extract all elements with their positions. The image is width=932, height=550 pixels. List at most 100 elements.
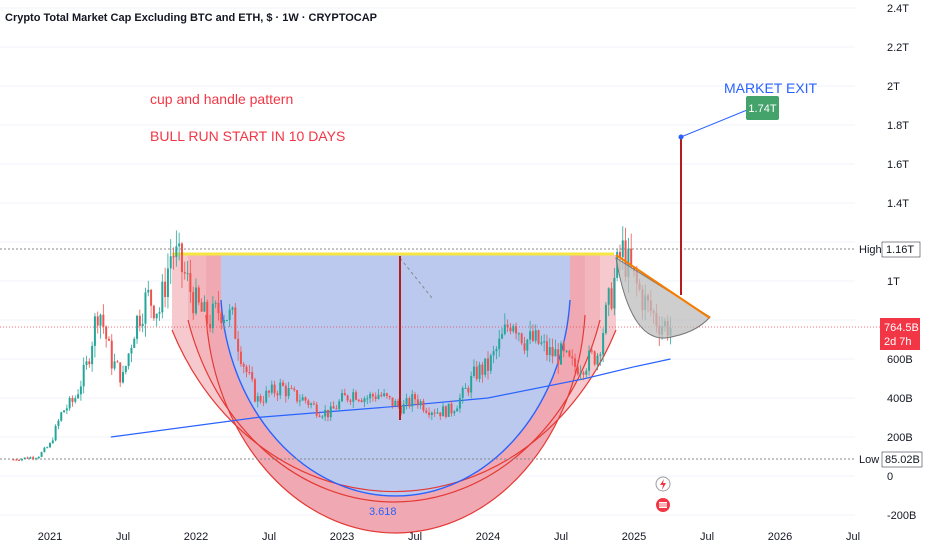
- candle-body: [374, 396, 377, 399]
- svg-text:85.02B: 85.02B: [885, 454, 920, 466]
- price-scale[interactable]: 2.4T 2.2T 2T 1.8T 1.6T 1.4T 1T 600B 400B 200B 0 -20…: [887, 3, 916, 522]
- time-scale[interactable]: 2021 Jul 2022 Jul 2023 Jul 2024 Jul 2025 Jul 2026 J…: [38, 531, 860, 543]
- lightning-icon[interactable]: [655, 476, 671, 492]
- candle-body: [293, 388, 296, 391]
- candle-body: [12, 459, 15, 461]
- candle-body: [590, 350, 593, 352]
- candle-body: [99, 314, 102, 326]
- candle-body: [630, 248, 633, 267]
- candle-body: [273, 384, 276, 394]
- x-tick-label: 2026: [768, 531, 792, 543]
- candle-body: [607, 288, 610, 305]
- y-tick-label: -200B: [887, 510, 916, 522]
- candle-body: [453, 411, 456, 414]
- target-badge[interactable]: 1.74T: [746, 96, 779, 120]
- candle-body: [133, 338, 136, 348]
- candle-body: [192, 292, 195, 314]
- candle-body: [430, 412, 433, 416]
- candle-body: [220, 313, 223, 324]
- candle-body: [618, 251, 621, 258]
- candle-body: [144, 292, 147, 324]
- candle-body: [371, 394, 374, 397]
- candle-body: [68, 397, 71, 409]
- candle-body: [492, 351, 495, 356]
- candle-body: [304, 397, 307, 401]
- candle-body: [531, 331, 534, 341]
- candle-body: [545, 341, 548, 355]
- fib-arc-inner-stroke: [205, 314, 586, 534]
- candle-body: [186, 273, 189, 275]
- candle-body: [621, 240, 624, 258]
- candle-body: [318, 415, 321, 417]
- bull-run-label: BULL RUN START IN 10 DAYS: [150, 128, 345, 144]
- candle-body: [116, 361, 119, 363]
- candle-body: [26, 457, 29, 459]
- candle-body: [467, 387, 470, 393]
- candle-body: [540, 342, 543, 344]
- candle-body: [512, 326, 515, 332]
- candle-body: [447, 403, 450, 417]
- candle-body: [571, 356, 574, 359]
- candle-body: [312, 403, 315, 405]
- x-tick-label: Jul: [116, 531, 130, 543]
- candle-body: [253, 379, 256, 402]
- handle-trendline: [615, 254, 711, 319]
- candle-body: [43, 447, 46, 453]
- candle-body: [576, 366, 579, 375]
- helper-dashed-line: [399, 257, 433, 299]
- x-tick-label: 2025: [622, 531, 646, 543]
- y-tick-label: 1.8T: [887, 120, 909, 132]
- candle-body: [290, 388, 293, 390]
- candle-body: [88, 361, 91, 365]
- candle-body: [487, 358, 489, 371]
- candle-body: [63, 410, 66, 413]
- current-price-tag: 764.5B 2d 7h: [880, 318, 920, 350]
- candle-body: [391, 397, 394, 406]
- candle-body: [534, 330, 537, 341]
- candle-body: [436, 412, 439, 414]
- candle-body: [65, 408, 68, 411]
- candle-body: [102, 314, 105, 327]
- candle-body: [517, 333, 520, 335]
- candle-body: [624, 240, 627, 277]
- candle-body: [335, 408, 338, 410]
- candle-body: [178, 243, 181, 247]
- candle-body: [383, 393, 386, 396]
- candle-body: [15, 459, 18, 461]
- candle-body: [509, 327, 512, 332]
- candle-body: [321, 416, 324, 418]
- candle-body: [265, 390, 268, 403]
- candle-body: [262, 401, 265, 403]
- candle-body: [357, 399, 360, 401]
- candle-body: [582, 372, 585, 375]
- candle-body: [242, 364, 245, 367]
- candle-body: [136, 315, 139, 339]
- candle-body: [495, 349, 498, 352]
- candle-body: [523, 343, 526, 351]
- candle-body: [588, 350, 591, 371]
- flag-icon[interactable]: [656, 498, 670, 512]
- candle-body: [506, 324, 509, 328]
- candlestick-series: [12, 226, 672, 462]
- target-value: 1.74T: [748, 103, 776, 115]
- candle-body: [484, 358, 487, 375]
- candle-body: [284, 385, 287, 397]
- candle-body: [613, 277, 616, 309]
- svg-text:1.16T: 1.16T: [886, 244, 914, 256]
- candle-body: [554, 349, 557, 357]
- low-tag: Low: [855, 452, 882, 467]
- candle-body: [419, 401, 422, 406]
- candle-body: [338, 401, 341, 409]
- fib-arc-outer-stroke: [171, 329, 617, 493]
- candle-body: [203, 301, 206, 312]
- candle-body: [105, 326, 108, 339]
- candle-body: [119, 362, 122, 383]
- candle-body: [287, 388, 290, 397]
- candle-body: [599, 354, 602, 356]
- candle-body: [310, 403, 313, 406]
- candle-body: [397, 400, 400, 406]
- candle-body: [529, 331, 532, 340]
- y-tick-label: 600B: [887, 354, 913, 366]
- candle-body: [341, 393, 343, 402]
